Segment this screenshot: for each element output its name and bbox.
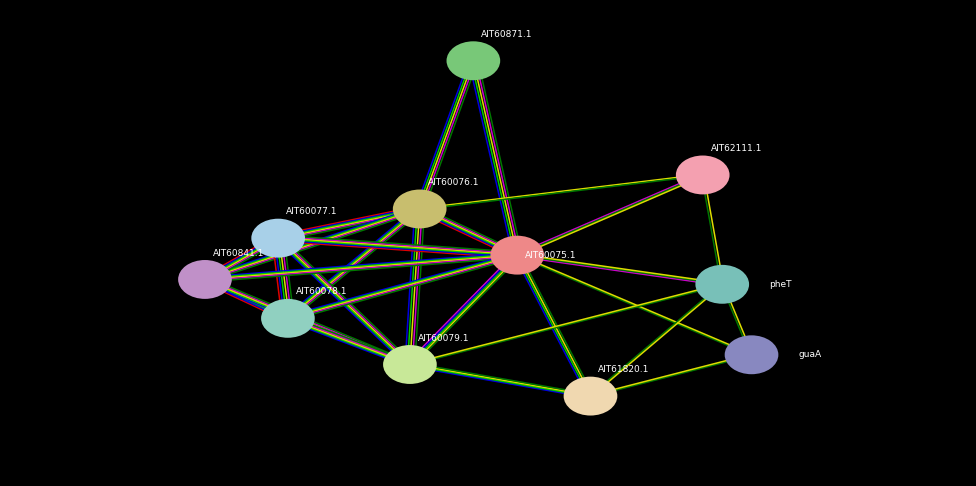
Text: AIT62111.1: AIT62111.1 [711,144,762,153]
Ellipse shape [724,335,779,374]
Ellipse shape [447,41,501,80]
Ellipse shape [262,299,314,338]
Text: AIT60841.1: AIT60841.1 [213,248,264,258]
Text: pheT: pheT [769,280,792,289]
Ellipse shape [383,345,436,384]
Ellipse shape [564,377,618,416]
Text: AIT60077.1: AIT60077.1 [286,207,338,216]
Text: AIT60871.1: AIT60871.1 [481,30,533,39]
Text: AIT60075.1: AIT60075.1 [525,251,577,260]
Text: AIT61820.1: AIT61820.1 [598,365,650,374]
Text: AIT60078.1: AIT60078.1 [296,287,347,296]
Text: AIT60079.1: AIT60079.1 [418,333,469,343]
Ellipse shape [695,265,750,304]
Ellipse shape [393,190,447,228]
Ellipse shape [491,236,545,275]
Text: AIT60076.1: AIT60076.1 [427,178,479,187]
Ellipse shape [675,156,730,194]
Ellipse shape [178,260,232,299]
Ellipse shape [251,219,305,258]
Text: guaA: guaA [798,350,822,359]
